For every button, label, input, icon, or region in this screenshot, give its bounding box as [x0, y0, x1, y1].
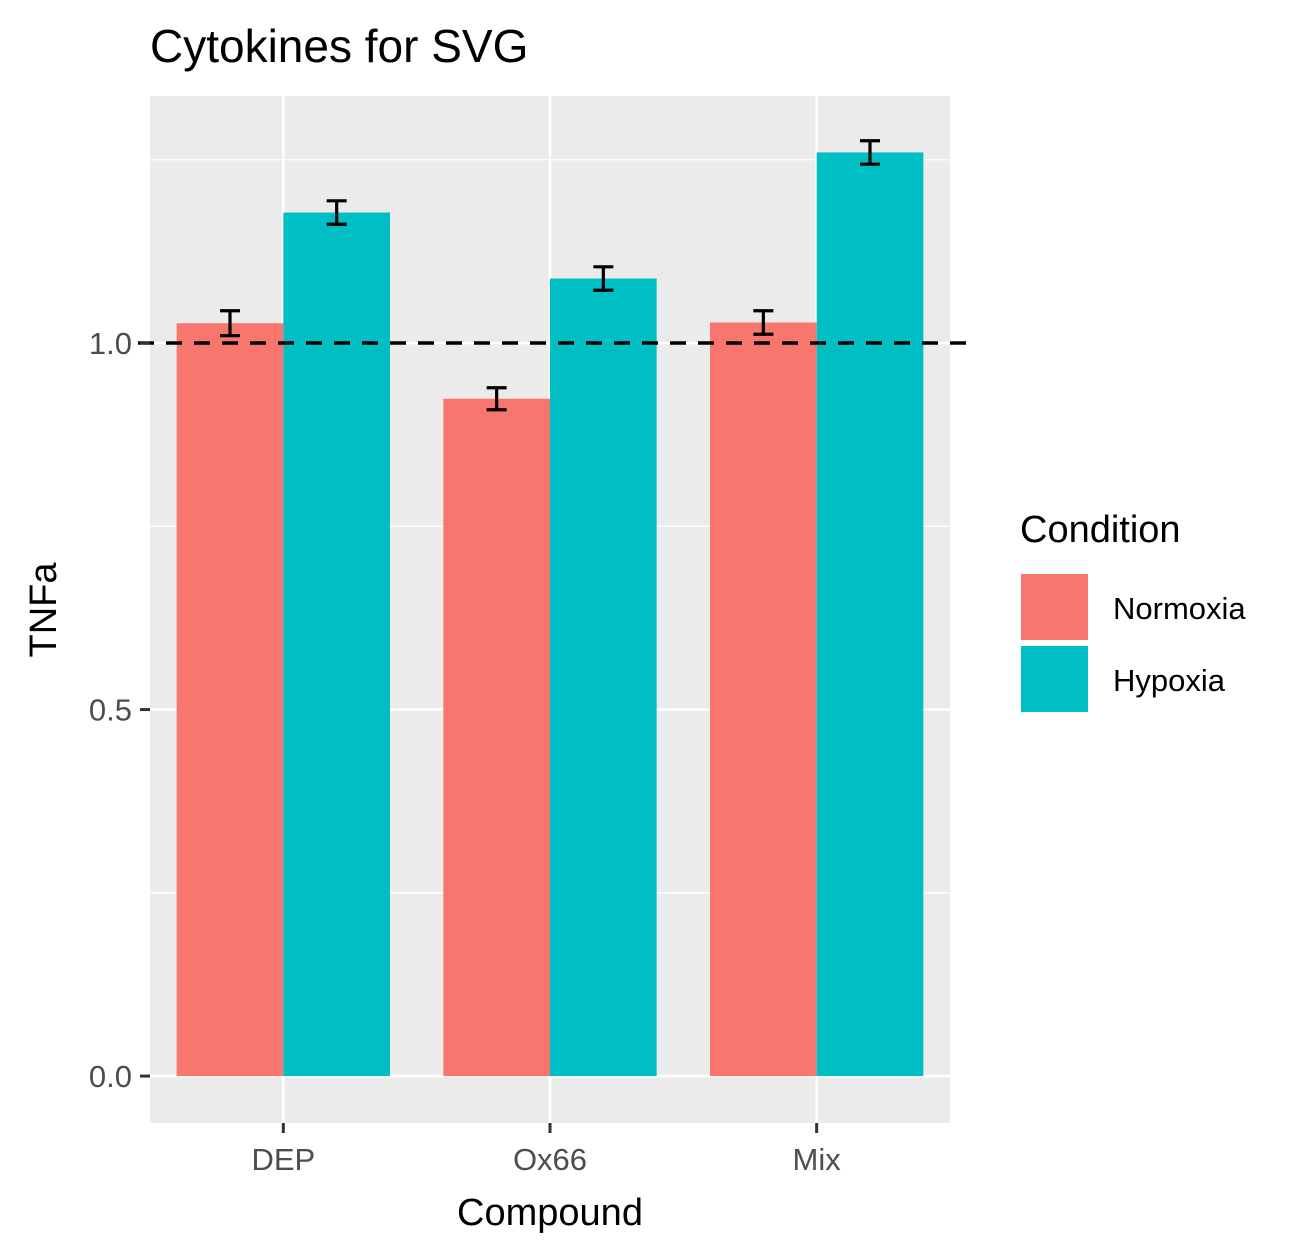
- bar-dep-normoxia: [176, 323, 284, 1077]
- y-axis: 0.0 0.5 1.0: [89, 326, 150, 1094]
- error-bars: [220, 139, 880, 412]
- y-axis-title: TNFa: [23, 562, 65, 658]
- error-bar-ox66-normoxia: [486, 386, 507, 412]
- y-tick-label: 1.0: [89, 326, 132, 361]
- legend-swatch-hypoxia: [1021, 646, 1088, 712]
- error-bar-mix-hypoxia: [860, 139, 880, 166]
- bar-dep-hypoxia: [283, 212, 390, 1077]
- legend-label-normoxia: Normoxia: [1113, 591, 1246, 626]
- error-bar-ox66-hypoxia: [593, 265, 614, 292]
- x-axis-title: Compound: [457, 1192, 643, 1234]
- legend: Condition Normoxia Hypoxia: [1020, 509, 1246, 712]
- y-tick-label: 0.0: [89, 1059, 132, 1094]
- error-bar-mix-normoxia: [753, 309, 774, 336]
- x-tick-label: Mix: [793, 1142, 842, 1177]
- bar-ox66-normoxia: [443, 398, 550, 1077]
- bar-mix-hypoxia: [816, 152, 924, 1077]
- bar-mix-normoxia: [710, 322, 817, 1077]
- y-tick-label: 0.5: [89, 693, 132, 728]
- error-bar-dep-normoxia: [220, 309, 240, 338]
- bar-ox66-hypoxia: [550, 278, 657, 1077]
- legend-items: Normoxia Hypoxia: [1021, 574, 1246, 712]
- bars: [176, 152, 924, 1077]
- x-axis: DEP Ox66 Mix: [251, 1123, 841, 1177]
- legend-label-hypoxia: Hypoxia: [1113, 663, 1226, 698]
- chart-title: Cytokines for SVG: [150, 20, 528, 72]
- error-bar-dep-hypoxia: [326, 199, 347, 226]
- legend-title: Condition: [1020, 509, 1181, 551]
- x-tick-label: Ox66: [513, 1142, 587, 1177]
- x-tick-label: DEP: [251, 1142, 315, 1177]
- legend-swatch-normoxia: [1021, 574, 1088, 640]
